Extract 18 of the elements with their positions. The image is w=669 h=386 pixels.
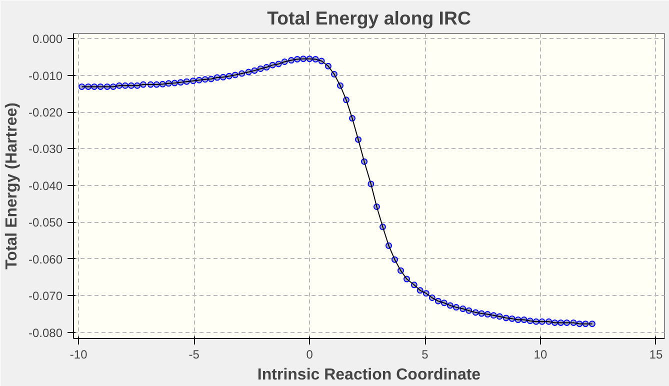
x-tick-label: 0 (306, 348, 314, 362)
y-tick-label: -0.060 (28, 252, 63, 266)
x-axis-title: Intrinsic Reaction Coordinate (257, 366, 481, 384)
y-tick-label: -0.020 (28, 106, 63, 120)
y-tick-label: -0.050 (28, 216, 63, 230)
y-tick-label: -0.040 (28, 178, 63, 193)
x-tick-label: -5 (188, 348, 200, 362)
x-tick-label: 10 (534, 348, 548, 362)
x-tick-label: 5 (422, 348, 429, 362)
chart-title: Total Energy along IRC (267, 8, 471, 28)
y-axis-title: Total Energy (Hartree) (3, 102, 20, 270)
x-tick-label: 15 (649, 348, 663, 362)
y-tick-label: 0.000 (32, 32, 63, 46)
x-tick-label: -10 (70, 348, 88, 362)
y-tick-label: -0.010 (28, 68, 63, 83)
y-tick-label: -0.030 (28, 142, 63, 156)
y-tick-label: -0.080 (28, 326, 63, 340)
y-tick-label: -0.070 (28, 289, 63, 304)
